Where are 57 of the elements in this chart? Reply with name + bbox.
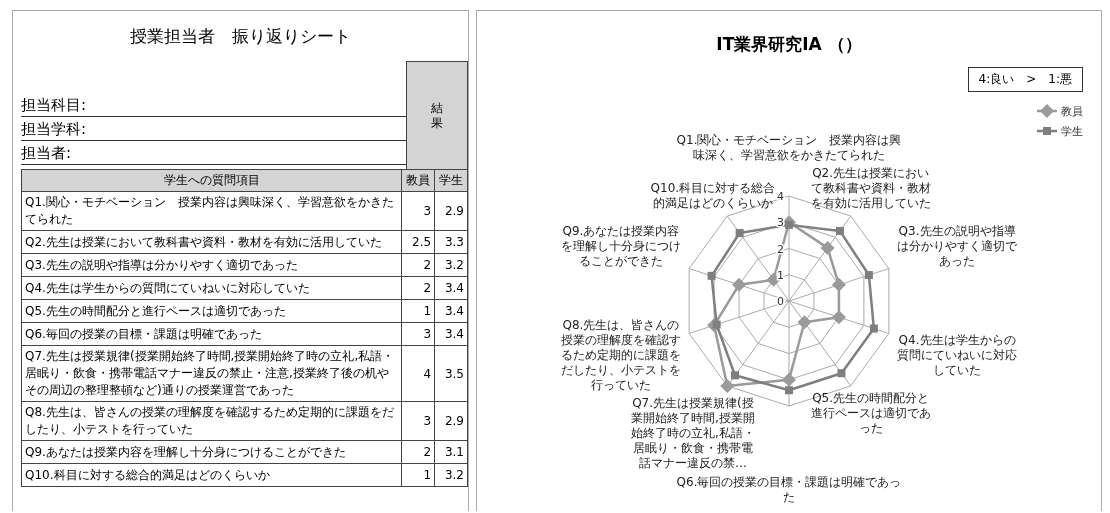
data-label: 2 bbox=[401, 253, 435, 277]
data-label: 2.9 bbox=[434, 401, 468, 441]
spoke-label: Q3.先生の説明や指導は分かりやすく適切であった bbox=[896, 223, 1019, 269]
category-label: Q2.先生は授業において教科書や資料・教材を有効に活用していた bbox=[21, 230, 402, 254]
data-label: 1 bbox=[401, 463, 435, 487]
category-label: Q10.科目に対する総合的満足はどのくらいか bbox=[21, 463, 402, 487]
text: 授業担当者 振り返りシート bbox=[129, 25, 352, 48]
text: 教員 bbox=[401, 169, 435, 192]
data-label: 2 bbox=[401, 440, 435, 464]
spoke-label: Q8.先生は、皆さんの授業の理解度を確認するため定期的に課題をだしたり、小テストを行っていた bbox=[559, 318, 682, 394]
y-tick-label: 1 bbox=[777, 268, 784, 282]
category-label: Q7.先生は授業規律(授業開始終了時間,授業開始終了時の立礼,私語・居眠り・飲食・携帯電話マナー違反の禁止・注意,授業終了後の机やその周辺の整理整頓など)通りの授業運営であった bbox=[21, 345, 402, 402]
text: 担当者: bbox=[21, 143, 406, 165]
legend-label: 教員 bbox=[1061, 105, 1083, 118]
category-label: Q8.先生は、皆さんの授業の理解度を確認するため定期的に課題をだしたり、小テストを行っていた bbox=[21, 401, 402, 441]
data-label: 3.3 bbox=[434, 230, 468, 254]
data-label: 4 bbox=[401, 345, 435, 402]
category-label: Q1.関心・モチベーション 授業内容は興味深く、学習意欲をかきたてられた bbox=[21, 191, 402, 231]
spoke-label: Q2.先生は授業において教科書や資料・教材を有効に活用していた bbox=[809, 166, 932, 212]
category-label: Q5.先生の時間配分と進行ペースは適切であった bbox=[21, 299, 402, 323]
legend-label: 学生 bbox=[1061, 125, 1083, 138]
y-tick-label: 2 bbox=[777, 242, 784, 256]
data-label: 2.5 bbox=[401, 230, 435, 254]
data-label: 3.1 bbox=[434, 440, 468, 464]
text: 結果 bbox=[430, 100, 444, 131]
data-label: 2 bbox=[401, 276, 435, 300]
text: 学生への質問項目 bbox=[21, 169, 402, 192]
data-label: 3.4 bbox=[434, 322, 468, 346]
data-label: 3.2 bbox=[434, 253, 468, 277]
text: 4:良い > 1:悪 bbox=[967, 67, 1083, 92]
data-label: 2.9 bbox=[434, 191, 468, 231]
data-label: 3.2 bbox=[434, 463, 468, 487]
legend-label: 学生 bbox=[434, 169, 468, 192]
y-tick-label: 3 bbox=[777, 216, 784, 230]
data-label: 1 bbox=[401, 299, 435, 323]
spoke-label: Q1.関心・モチベーション 授業内容は興味深く、学習意欲をかきたてられた bbox=[675, 133, 903, 163]
spoke-label: Q10.科目に対する総合的満足はどのくらいか bbox=[650, 181, 776, 212]
data-label: 3.4 bbox=[434, 299, 468, 323]
spoke-label: Q4.先生は学生からの質問にていねいに対応していた bbox=[896, 333, 1019, 379]
data-label: 3 bbox=[401, 401, 435, 441]
data-label: 3 bbox=[401, 191, 435, 231]
chart-title: IT業界研究ⅠA （） bbox=[715, 33, 863, 56]
text: 担当科目: bbox=[21, 95, 406, 117]
spoke-label: Q5.先生の時間配分と進行ペースは適切であった bbox=[809, 390, 932, 436]
spoke-label: Q9.あなたは授業内容を理解し十分身につけることができた bbox=[559, 223, 682, 269]
data-label: 3.4 bbox=[434, 276, 468, 300]
category-label: Q6.毎回の授業の目標・課題は明確であった bbox=[21, 322, 402, 346]
text: 担当学科: bbox=[21, 119, 406, 141]
y-tick-label: 4 bbox=[777, 190, 784, 203]
data-label: 3 bbox=[401, 322, 435, 346]
category-label: Q3.先生の説明や指導は分かりやすく適切であった bbox=[21, 253, 402, 277]
spoke-label: Q7.先生は授業規律(授業開始終了時間,授業開始終了時の立礼,私語・居眠り・飲食・携帯電話マナー違反の禁… bbox=[630, 395, 756, 471]
y-tick-label: 0 bbox=[777, 295, 784, 308]
category-label: Q4.先生は学生からの質問にていねいに対応していた bbox=[21, 276, 402, 300]
spoke-label: Q6.毎回の授業の目標・課題は明確であった bbox=[675, 475, 903, 505]
category-label: Q9.あなたは授業内容を理解し十分身につけることができた bbox=[21, 440, 402, 464]
data-label: 3.5 bbox=[434, 345, 468, 402]
